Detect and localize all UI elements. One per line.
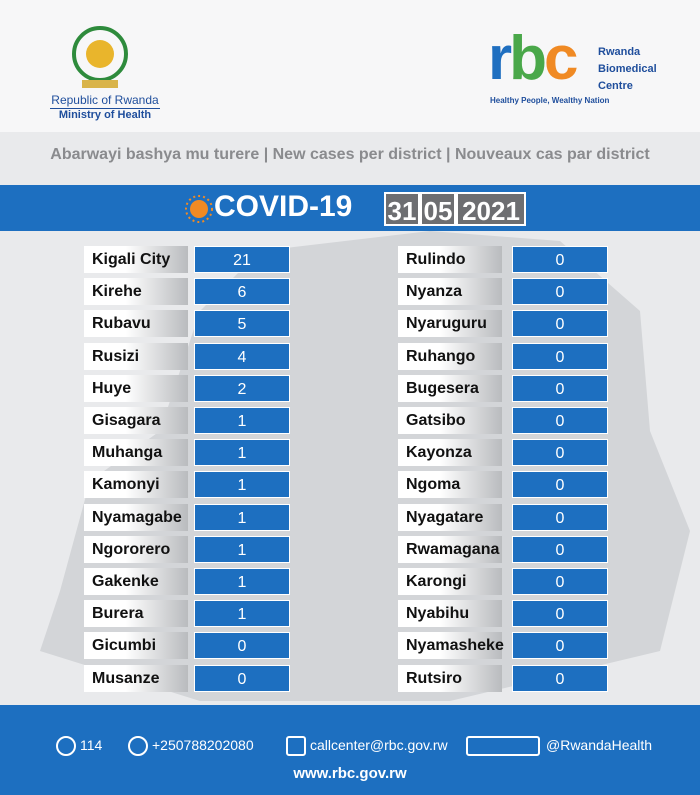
date-month: 05 — [420, 192, 456, 226]
phone-icon — [56, 736, 76, 756]
new-cases: 1 — [194, 471, 290, 499]
logo-letter: b — [509, 24, 547, 93]
subtitle: Abarwayi bashya mu turere | New cases pe… — [50, 146, 650, 163]
social: @RwandaHealth — [546, 737, 653, 753]
new-cases: 0 — [512, 246, 608, 273]
org-line: Centre — [598, 80, 633, 92]
banner — [0, 185, 700, 231]
date-year: 2021 — [456, 192, 526, 226]
new-cases: 1 — [194, 407, 290, 434]
district-name: Karongi — [398, 568, 502, 595]
rbc-logo: rbc — [488, 28, 579, 90]
new-cases: 21 — [194, 246, 290, 273]
new-cases: 0 — [512, 310, 608, 338]
date-day: 31 — [384, 192, 420, 226]
logo-letter: c — [544, 24, 579, 93]
new-cases: 0 — [512, 535, 608, 563]
new-cases: 1 — [194, 535, 290, 563]
new-cases: 0 — [512, 503, 608, 531]
district-name: Nyamagabe — [84, 503, 188, 531]
header-bg — [0, 0, 700, 132]
district-name: Gisagara — [84, 407, 188, 434]
new-cases: 0 — [512, 342, 608, 370]
district-name: Muhanga — [84, 439, 188, 467]
district-name: Ruhango — [398, 342, 502, 370]
district-name: Nyagatare — [398, 503, 502, 531]
footer — [0, 705, 700, 795]
org-line: Rwanda — [598, 46, 641, 58]
website: www.rbc.gov.rw — [293, 765, 407, 782]
new-cases: 1 — [194, 439, 290, 467]
phone-short: 114 — [80, 737, 103, 753]
new-cases: 5 — [194, 310, 290, 338]
new-cases: 0 — [512, 278, 608, 306]
org-line: Biomedical — [598, 63, 657, 75]
new-cases: 1 — [194, 600, 290, 628]
banner-title: COVID-19 — [214, 190, 353, 223]
new-cases: 2 — [194, 374, 290, 402]
emblem — [72, 26, 128, 88]
district-name: Gatsibo — [398, 407, 502, 434]
new-cases: 0 — [512, 568, 608, 595]
district-name: Rusizi — [84, 342, 188, 370]
new-cases: 0 — [194, 632, 290, 660]
phone-icon — [128, 736, 148, 756]
district-name: Burera — [84, 600, 188, 628]
new-cases: 0 — [512, 664, 608, 692]
new-cases: 0 — [512, 374, 608, 402]
district-name: Kigali City — [84, 246, 188, 273]
district-name: Kayonza — [398, 439, 502, 467]
district-name: Nyaruguru — [398, 310, 502, 338]
tagline: Healthy People, Wealthy Nation — [490, 96, 610, 105]
district-name: Nyamasheke — [398, 632, 504, 660]
district-name: Rutsiro — [398, 664, 502, 692]
district-name: Ngororero — [84, 535, 188, 563]
phone: +250788202080 — [152, 737, 254, 753]
ministry-line2: Ministry of Health — [50, 108, 160, 121]
new-cases: 0 — [512, 471, 608, 499]
org-name: Rwanda Biomedical Centre — [598, 44, 657, 95]
email: callcenter@rbc.gov.rw — [310, 737, 448, 753]
ministry-line1: Republic of Rwanda — [51, 93, 159, 107]
district-name: Rwamagana — [398, 535, 502, 563]
social-icons — [466, 736, 540, 756]
district-name: Gicumbi — [84, 632, 188, 660]
new-cases: 4 — [194, 342, 290, 370]
email-icon — [286, 736, 306, 756]
virus-icon — [185, 195, 213, 223]
new-cases: 0 — [512, 407, 608, 434]
new-cases: 0 — [512, 439, 608, 467]
district-name: Huye — [84, 374, 188, 402]
logo-letter: r — [488, 24, 512, 93]
district-name: Nyabihu — [398, 600, 502, 628]
district-name: Rulindo — [398, 246, 502, 273]
new-cases: 0 — [194, 664, 290, 692]
subtitle-part: Abarwayi bashya mu turere — [50, 146, 260, 163]
district-name: Musanze — [84, 664, 188, 692]
new-cases: 0 — [512, 600, 608, 628]
district-name: Rubavu — [84, 310, 188, 338]
district-name: Kirehe — [84, 278, 188, 306]
new-cases: 1 — [194, 568, 290, 595]
district-name: Bugesera — [398, 374, 502, 402]
subtitle-part: Nouveaux cas par district — [454, 146, 650, 163]
new-cases: 6 — [194, 278, 290, 306]
new-cases: 1 — [194, 503, 290, 531]
district-name: Gakenke — [84, 568, 188, 595]
subtitle-part: New cases per district — [272, 146, 442, 163]
district-name: Nyanza — [398, 278, 502, 306]
district-name: Kamonyi — [84, 471, 188, 499]
new-cases: 0 — [512, 632, 608, 660]
district-name: Ngoma — [398, 471, 502, 499]
